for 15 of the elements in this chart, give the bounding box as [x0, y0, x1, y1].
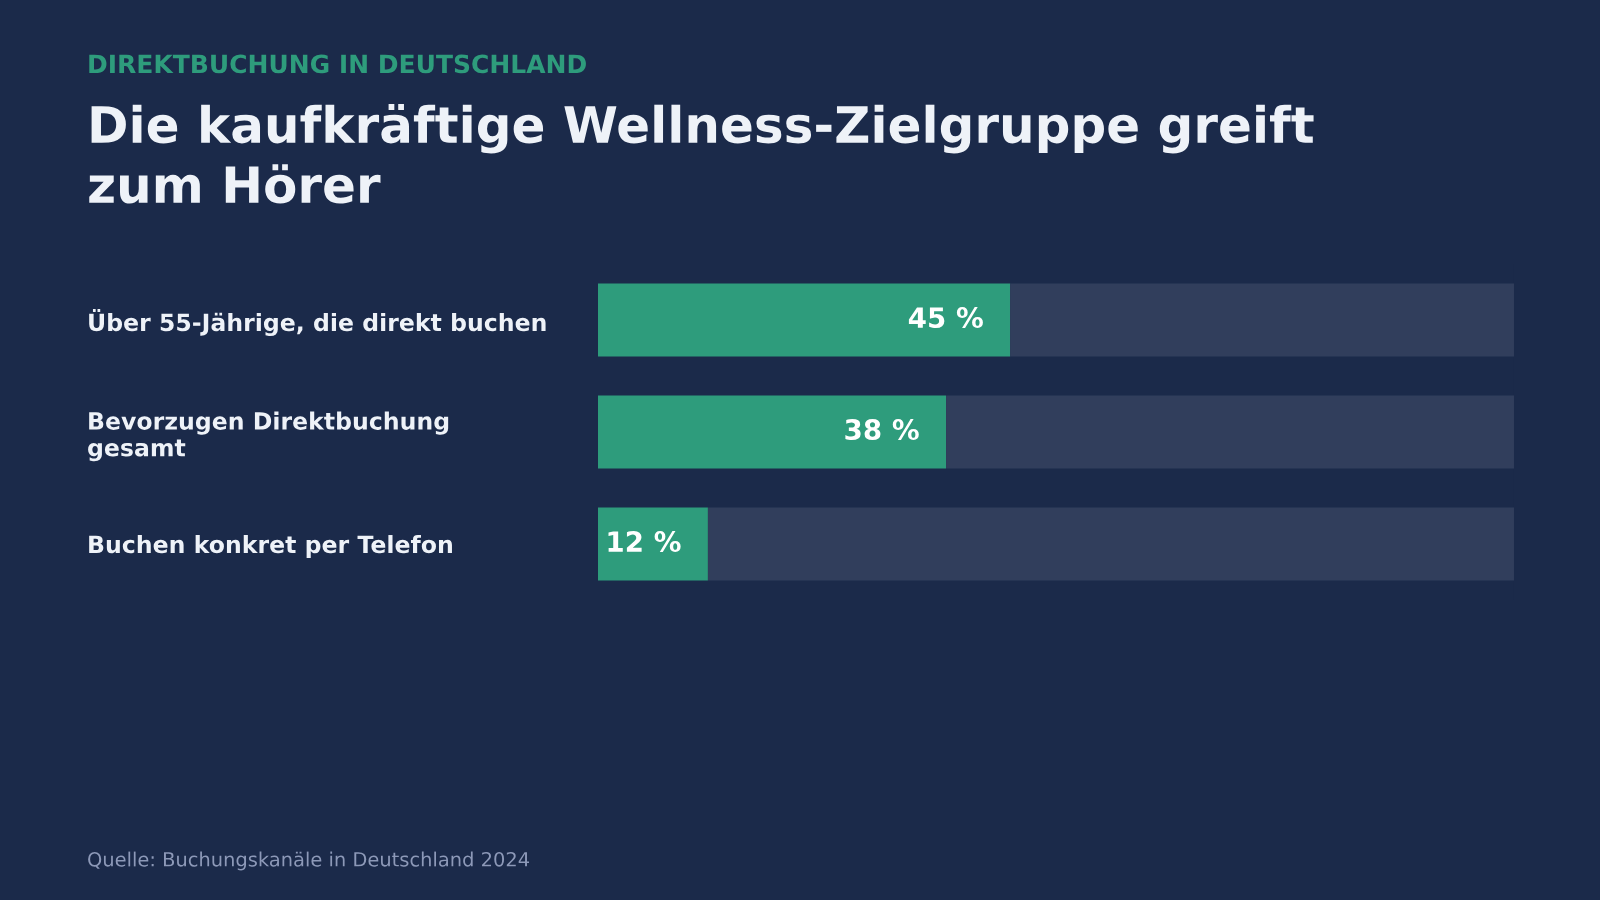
- y-tick-label: Buchen konkret per Telefon: [89, 535, 452, 558]
- text: DIREKTBUCHUNG IN DEUTSCHLAND: [89, 54, 586, 74]
- bar: [946, 395, 1514, 469]
- data-label: 12 %: [608, 531, 681, 553]
- bar: [707, 507, 1514, 581]
- bar: [598, 507, 708, 581]
- y-tick-label: Über 55-Jährige, die direkt buchen: [89, 309, 546, 337]
- data-label: 45 %: [908, 307, 983, 329]
- data-label: 38 %: [845, 419, 919, 441]
- bar: [598, 283, 1011, 357]
- bar: [598, 395, 947, 469]
- bar: [1010, 283, 1514, 357]
- source-note: Quelle: Buchungskanäle in Deutschland 2024: [88, 851, 529, 871]
- y-tick-label: Bevorzugen Direktbuchung gesamt: [88, 411, 449, 462]
- chart-title: Die kaufkräftige Wellness-Zielgruppe greift zum Hörer: [89, 104, 1314, 204]
